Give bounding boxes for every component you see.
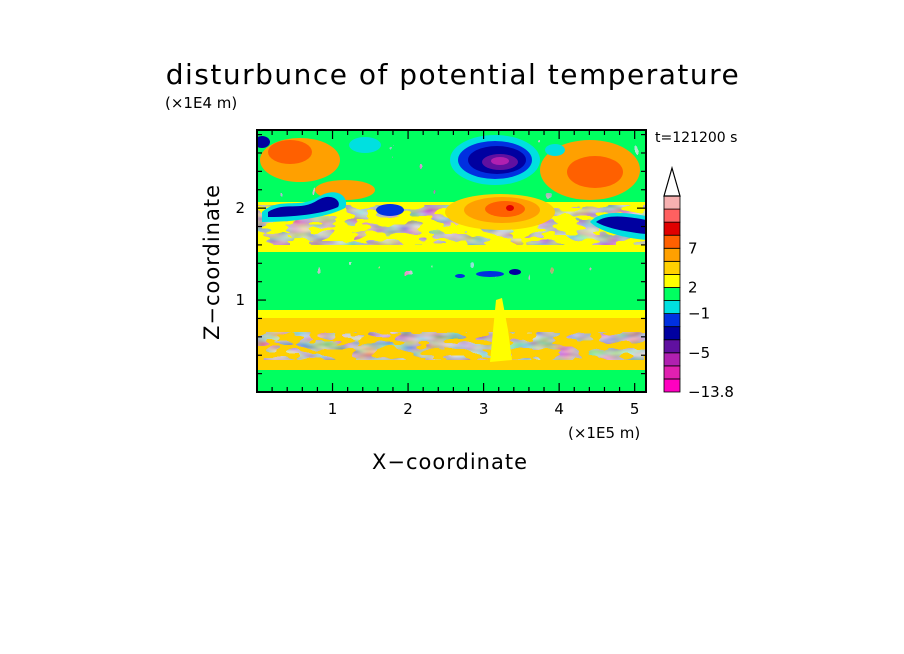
colorbar-swatch xyxy=(663,339,681,354)
field-top-cyan-blob xyxy=(349,137,381,153)
time-annotation: t=121200 s xyxy=(655,130,738,146)
colorbar-extend-arrow xyxy=(663,165,681,197)
colorbar-label: 2 xyxy=(688,278,698,296)
colorbar-swatch xyxy=(663,287,681,301)
colorbar-swatch xyxy=(663,247,681,262)
colorbar-swatch xyxy=(663,365,681,380)
colorbar-swatch xyxy=(663,273,681,288)
field-surface-layer xyxy=(257,368,646,392)
field-warm-mid-peak xyxy=(506,205,514,211)
x-tick-label: 1 xyxy=(328,400,338,418)
field-lower-warm-core xyxy=(257,332,646,360)
field-warm-mid-core xyxy=(485,201,525,217)
colorbar-label: −1 xyxy=(688,305,710,323)
field-mid-cold-blob-2 xyxy=(509,269,521,275)
x-tick-label: 5 xyxy=(630,400,640,418)
colorbar: 7 2 −1 −5 −13.8 xyxy=(663,165,734,401)
colorbar-swatch xyxy=(663,352,681,367)
colorbar-label: −5 xyxy=(688,344,710,362)
colorbar-swatch xyxy=(663,326,681,341)
field-cold-pool-peak xyxy=(491,157,509,165)
field-mid-cyan-speckle xyxy=(257,262,646,282)
field-plume xyxy=(490,298,512,362)
x-axis-unit: (×1E5 m) xyxy=(568,424,641,442)
colorbar-swatch xyxy=(663,234,681,249)
field-mid-cold-blob-3 xyxy=(455,274,465,278)
colorbar-swatch xyxy=(663,260,681,275)
y-axis-unit: (×1E4 m) xyxy=(165,94,238,112)
x-tick-label: 2 xyxy=(403,400,413,418)
field-warm-topleft-core xyxy=(268,140,312,164)
field-topleft-cold-blob xyxy=(257,136,270,148)
y-tick-label: 1 xyxy=(235,291,245,309)
field-top-cyan-blob-2 xyxy=(545,144,565,156)
x-tick-label: 3 xyxy=(479,400,489,418)
contour-field xyxy=(257,130,646,392)
colorbar-swatch xyxy=(663,300,681,314)
colorbar-swatch xyxy=(663,195,681,210)
y-tick-label: 2 xyxy=(235,199,245,217)
field-left-cold-blob xyxy=(376,204,404,216)
x-tick-label: 4 xyxy=(554,400,564,418)
field-right-cold-band xyxy=(596,216,646,234)
field-warm-topright-core xyxy=(567,156,623,188)
colorbar-swatch xyxy=(663,208,681,223)
colorbar-label: 7 xyxy=(688,239,698,257)
axes: 1 2 3 4 5 1 2 xyxy=(235,129,647,418)
colorbar-swatch xyxy=(663,313,681,328)
x-axis-label: X−coordinate xyxy=(372,450,528,474)
field-left-cold-band xyxy=(268,196,339,217)
field-mid-cold-blob-1 xyxy=(476,271,504,277)
plot-frame xyxy=(256,129,647,393)
colorbar-label: −13.8 xyxy=(688,383,734,401)
colorbar-swatch xyxy=(663,221,681,236)
chart-title: disturbunce of potential temperature xyxy=(165,58,741,91)
colorbar-swatch xyxy=(663,378,681,393)
